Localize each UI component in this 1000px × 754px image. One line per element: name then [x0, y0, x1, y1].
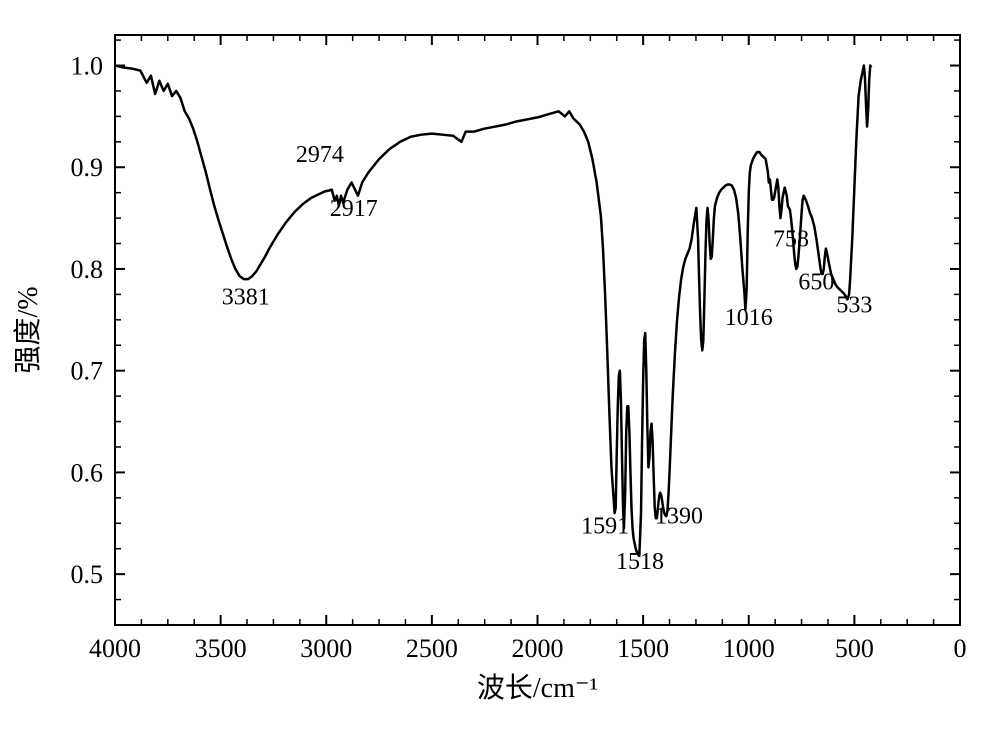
ir-spectrum-chart: 4000 3500 3000 2500 2000 1500 1000 500 0 0.5 0.6 0.…: [0, 0, 1000, 754]
svg-text:1.0: 1.0: [71, 52, 104, 81]
svg-text:0.9: 0.9: [71, 153, 104, 182]
chart-svg: 4000 3500 3000 2500 2000 1500 1000 500 0 0.5 0.6 0.…: [0, 0, 1000, 754]
y-axis-label: 强度/%: [12, 286, 44, 373]
svg-text:2000: 2000: [512, 634, 564, 663]
svg-text:0.6: 0.6: [71, 458, 104, 487]
peak-label-758: 758: [773, 227, 809, 253]
peak-label-3381: 3381: [222, 285, 270, 311]
x-axis-label: 波长/cm⁻¹: [477, 672, 598, 704]
peak-label-2974: 2974: [296, 142, 344, 168]
svg-text:4000: 4000: [89, 634, 141, 663]
peak-label-2917: 2917: [330, 196, 378, 222]
svg-text:3500: 3500: [195, 634, 247, 663]
peak-label-1518: 1518: [616, 549, 664, 575]
svg-text:0.8: 0.8: [71, 255, 104, 284]
peak-label-1016: 1016: [725, 305, 773, 331]
peak-label-1591: 1591: [581, 513, 629, 539]
peak-label-1390: 1390: [655, 503, 703, 529]
svg-text:0: 0: [954, 634, 967, 663]
svg-text:1500: 1500: [617, 634, 669, 663]
svg-text:3000: 3000: [300, 634, 352, 663]
svg-text:1000: 1000: [723, 634, 775, 663]
peak-label-650: 650: [798, 269, 834, 295]
svg-text:2500: 2500: [406, 634, 458, 663]
svg-text:500: 500: [835, 634, 874, 663]
peak-label-533: 533: [836, 293, 872, 319]
svg-text:0.7: 0.7: [71, 357, 104, 386]
svg-text:0.5: 0.5: [71, 560, 104, 589]
